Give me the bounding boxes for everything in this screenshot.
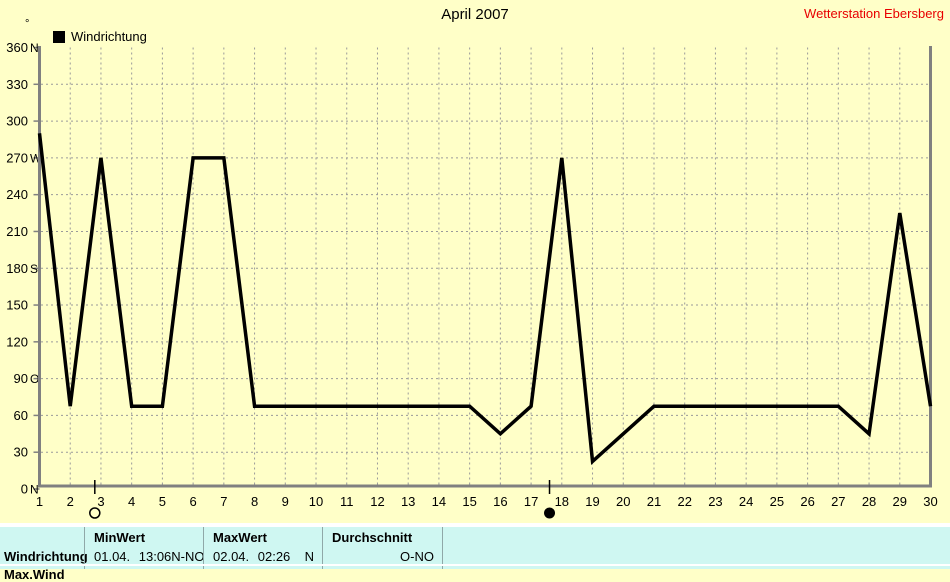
x-axis-label: 8 <box>251 494 258 509</box>
maxwert-header-cell: MaxWert <box>213 530 267 545</box>
x-axis-label: 28 <box>862 494 876 509</box>
x-axis-label: 17 <box>524 494 538 509</box>
maxwert-datetime: 02.04. 02:26 <box>213 549 291 564</box>
x-axis-label: 20 <box>616 494 630 509</box>
x-axis-label: 2 <box>67 494 74 509</box>
y-axis-label: 150 <box>6 298 28 313</box>
x-axis-label: 5 <box>159 494 166 509</box>
x-axis-label: 21 <box>647 494 661 509</box>
y-axis-label: 90 <box>14 371 28 386</box>
new-moon-icon <box>544 507 556 519</box>
x-axis-label: 1 <box>36 494 43 509</box>
wind-direction-line <box>37 133 933 466</box>
y-axis-label: 330 <box>6 77 28 92</box>
x-axis-label: 7 <box>220 494 227 509</box>
sensor-header-cell <box>0 527 84 547</box>
x-axis-label: 18 <box>555 494 569 509</box>
x-axis-label: 19 <box>585 494 599 509</box>
x-axis-label: 16 <box>493 494 507 509</box>
durchschnitt-header-cell: Durchschnitt <box>332 530 413 545</box>
y-axis-label: 300 <box>6 114 28 129</box>
x-axis-label: 10 <box>309 494 323 509</box>
minwert-value-cell: 01.04. 13:06 N-NO <box>85 547 205 564</box>
legend-label: Windrichtung <box>71 29 147 44</box>
table-col-empty <box>442 527 950 569</box>
table-col-minwert: MinWert 01.04. 13:06 N-NO <box>84 527 205 569</box>
maxwert-value-cell: 02.04. 02:26 N <box>204 547 322 564</box>
table-top-divider <box>0 523 950 527</box>
y-axis-label: 120 <box>6 334 28 349</box>
maxwert-direction: N <box>304 549 314 564</box>
x-axis-label: 22 <box>677 494 691 509</box>
table-row-divider <box>0 564 950 566</box>
y-axis-direction-label: N <box>30 41 39 55</box>
durchschnitt-value-cell: O-NO <box>323 547 442 564</box>
x-axis-label: 24 <box>739 494 753 509</box>
minwert-direction: N-NO <box>171 549 205 564</box>
y-axis-direction-label: O <box>30 372 39 386</box>
y-axis-direction-label: N <box>30 483 39 497</box>
page-title: April 2007 <box>441 6 509 23</box>
legend: Windrichtung <box>53 30 147 44</box>
durchschnitt-direction: O-NO <box>400 549 434 564</box>
x-axis-label: 13 <box>401 494 415 509</box>
x-axis-label: 26 <box>800 494 814 509</box>
clipped-next-row-label: Max.Wind <box>4 567 65 582</box>
y-axis-label: 360 <box>6 40 28 55</box>
x-axis-label: 4 <box>128 494 135 509</box>
table-col-durchschnitt: Durchschnitt O-NO <box>322 527 442 569</box>
table-col-maxwert: MaxWert 02.04. 02:26 N <box>203 527 322 569</box>
x-axis-label: 27 <box>831 494 845 509</box>
y-axis-label: 0 <box>21 482 28 497</box>
y-axis-label: 180 <box>6 261 28 276</box>
y-axis-label: 270 <box>6 150 28 165</box>
x-axis-label: 6 <box>190 494 197 509</box>
x-axis-label: 25 <box>770 494 784 509</box>
x-axis-label: 3 <box>97 494 104 509</box>
sensor-name-cell: Windrichtung <box>4 549 88 564</box>
y-axis-label: 210 <box>6 224 28 239</box>
y-axis-label: 240 <box>6 187 28 202</box>
table-col-sensor: Windrichtung <box>0 527 88 569</box>
legend-swatch-icon <box>53 31 65 43</box>
x-axis-label: 11 <box>340 494 354 509</box>
full-moon-icon <box>89 507 101 519</box>
x-axis-label: 14 <box>432 494 446 509</box>
station-name: Wetterstation Ebersberg <box>804 6 944 21</box>
minwert-datetime: 01.04. 13:06 <box>94 549 172 564</box>
y-axis-unit-label: ° <box>25 18 30 30</box>
minwert-header-cell: MinWert <box>94 530 146 545</box>
x-axis-label: 12 <box>370 494 384 509</box>
x-axis-label: 9 <box>282 494 289 509</box>
x-axis-label: 23 <box>708 494 722 509</box>
y-axis-direction-label: S <box>30 262 38 276</box>
summary-table: Windrichtung MinWert 01.04. 13:06 N-NO M… <box>0 527 950 582</box>
x-axis-label: 15 <box>462 494 476 509</box>
x-axis-label: 29 <box>893 494 907 509</box>
x-axis-label: 30 <box>923 494 937 509</box>
y-axis-label: 60 <box>14 408 28 423</box>
y-axis-label: 30 <box>14 445 28 460</box>
